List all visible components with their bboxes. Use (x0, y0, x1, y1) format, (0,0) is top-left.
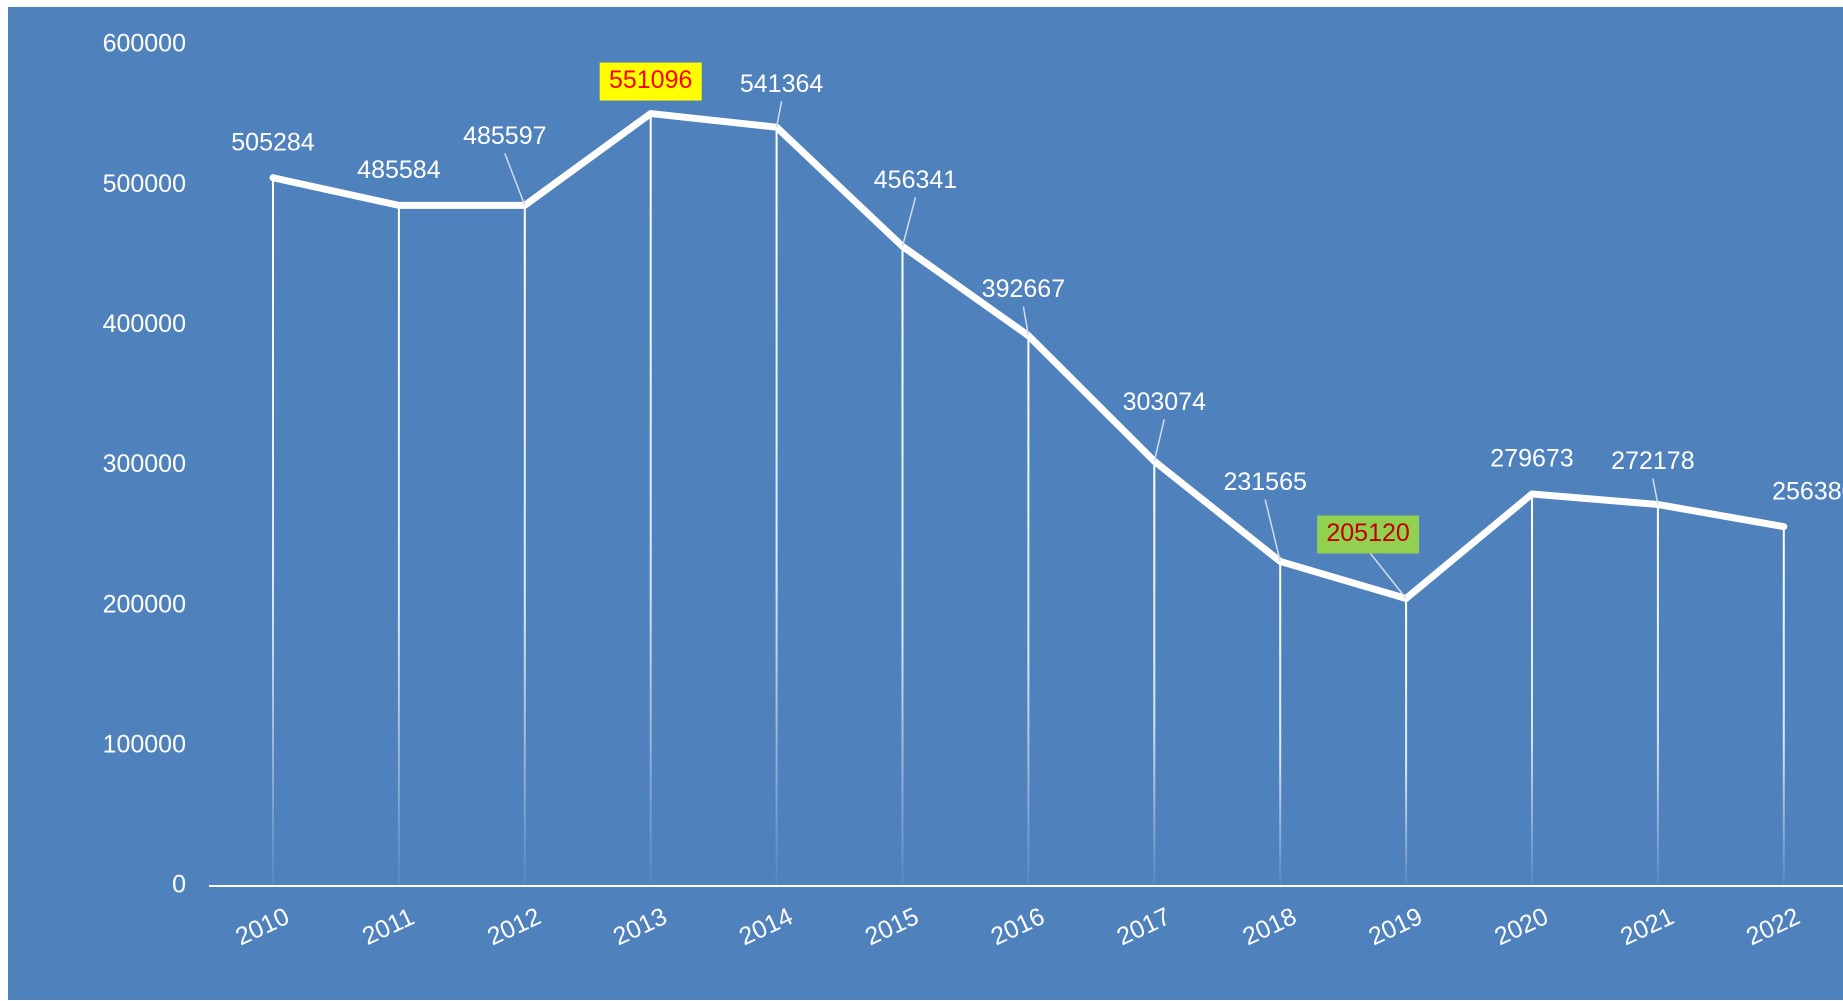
drop-line (1027, 335, 1030, 886)
drop-line (775, 127, 778, 887)
drop-line (1782, 526, 1785, 886)
data-label: 485597 (463, 122, 546, 150)
drop-line (1656, 504, 1659, 886)
data-label: 256380 (1772, 477, 1843, 505)
leader-line (1652, 478, 1659, 505)
leader-line (1022, 306, 1030, 336)
data-label: 303074 (1123, 388, 1207, 416)
drop-line (1279, 561, 1282, 886)
drop-line (901, 246, 904, 886)
plot-background (8, 7, 1843, 1000)
leader-line (775, 101, 783, 128)
y-tick-label: 200000 (103, 590, 186, 618)
drop-line (1153, 461, 1156, 886)
data-label: 505284 (231, 128, 315, 156)
y-tick-label: 600000 (103, 30, 186, 58)
data-label: 456341 (874, 166, 957, 194)
y-tick-label: 300000 (103, 450, 186, 478)
data-label: 231565 (1223, 468, 1306, 496)
data-label: 485584 (357, 156, 441, 184)
data-label: 272178 (1611, 447, 1694, 475)
leader-line (901, 197, 917, 247)
data-label: 551096 (609, 66, 692, 94)
y-tick-label: 500000 (103, 170, 186, 198)
leader-line (1367, 550, 1407, 599)
y-tick-label: 0 (172, 871, 186, 899)
drop-line (649, 113, 652, 886)
y-tick-label: 400000 (103, 310, 186, 338)
drop-line (1405, 598, 1408, 886)
drop-line (397, 205, 400, 886)
leader-line (1264, 499, 1281, 562)
data-label: 541364 (740, 70, 824, 98)
data-label: 392667 (982, 275, 1065, 303)
label-highlight (1317, 515, 1420, 554)
drop-line (1531, 493, 1533, 886)
data-label: 279673 (1490, 445, 1573, 473)
leader-line (1153, 419, 1166, 462)
y-tick-label: 100000 (103, 730, 186, 758)
drop-line (523, 205, 526, 887)
leader-line (504, 153, 526, 206)
label-highlight (599, 62, 702, 101)
drop-line (272, 177, 274, 886)
data-label: 205120 (1326, 519, 1409, 547)
